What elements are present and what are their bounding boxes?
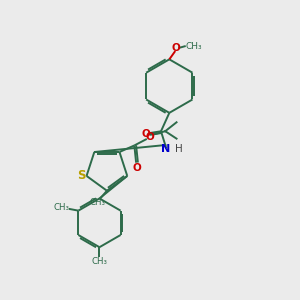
Text: O: O xyxy=(146,132,154,142)
Text: N: N xyxy=(161,144,171,154)
Text: O: O xyxy=(172,43,180,53)
Text: O: O xyxy=(132,163,141,173)
Text: S: S xyxy=(77,169,86,182)
Text: H: H xyxy=(175,143,183,154)
Text: CH₃: CH₃ xyxy=(185,42,202,51)
Text: CH₃: CH₃ xyxy=(92,257,107,266)
Text: CH₃: CH₃ xyxy=(89,197,105,206)
Text: CH₃: CH₃ xyxy=(53,203,69,212)
Text: O: O xyxy=(142,129,151,139)
